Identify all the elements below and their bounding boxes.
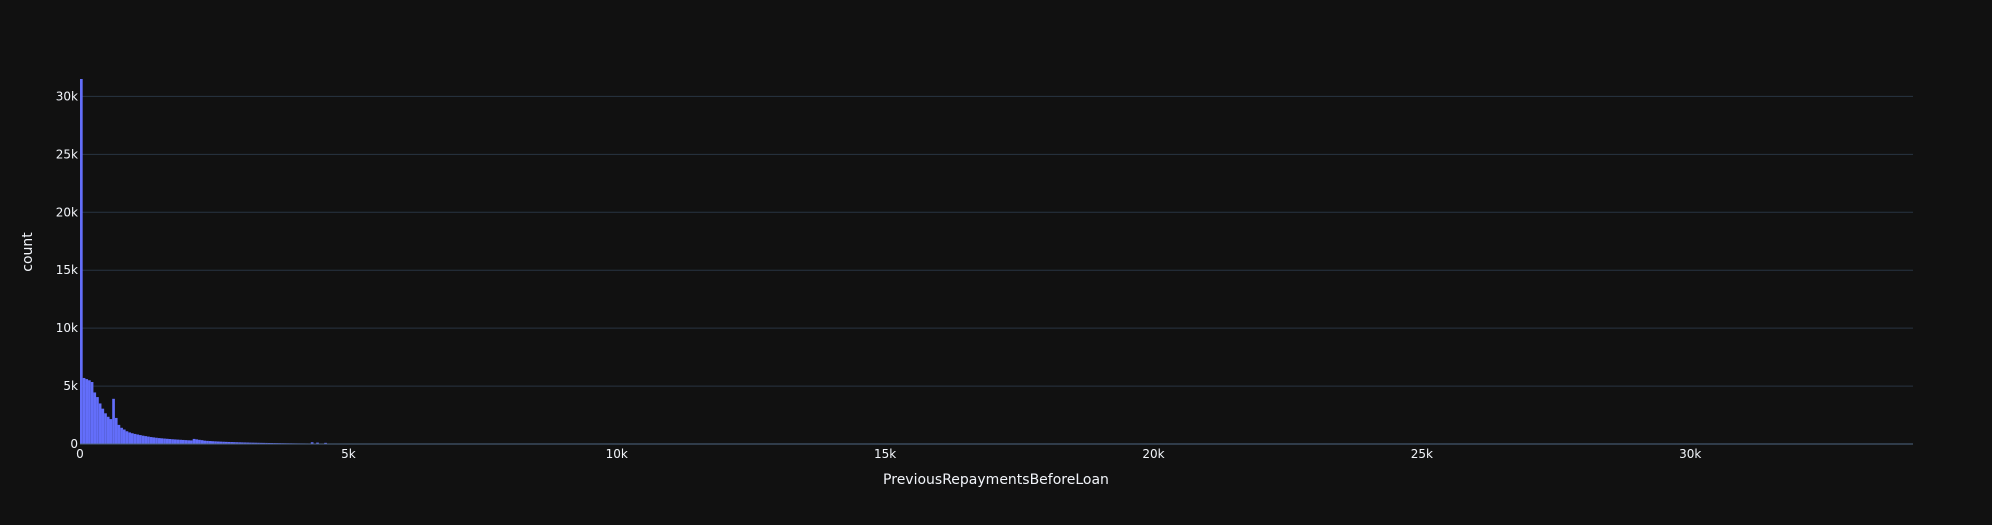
histogram-bar (104, 413, 107, 444)
histogram-bar (149, 437, 153, 444)
x-tick-label: 20k (1142, 447, 1164, 461)
histogram-bar (254, 442, 258, 444)
histogram-bar (171, 439, 174, 444)
y-axis-title: count (20, 232, 36, 272)
histogram-bar (80, 79, 83, 444)
y-tick-label: 20k (56, 205, 78, 219)
histogram-bar (310, 442, 314, 444)
y-tick-label: 25k (56, 147, 78, 161)
histogram-bar (324, 442, 327, 444)
histogram-bar (232, 442, 236, 444)
histogram-bar (155, 437, 158, 444)
histogram-bar (222, 441, 225, 444)
histogram-bar (101, 408, 105, 444)
histogram-bar (109, 419, 113, 444)
histogram-bar (120, 427, 123, 444)
histogram-bar (106, 416, 110, 444)
y-tick-label: 10k (56, 321, 78, 335)
histogram-bar (163, 438, 166, 444)
histogram-bar (206, 440, 209, 444)
histogram-bar (224, 441, 228, 444)
histogram-bar (82, 377, 86, 444)
histogram-bar (112, 398, 115, 444)
x-tick-label: 0 (76, 447, 84, 461)
histogram-bar (190, 440, 193, 444)
x-tick-label: 5k (341, 447, 356, 461)
y-gridlines (80, 95, 1913, 387)
histogram-bar (187, 440, 191, 444)
x-axis-title: PreviousRepaymentsBeforeLoan (883, 472, 1109, 488)
histogram-bar (136, 434, 140, 444)
histogram-bar (216, 441, 220, 444)
histogram-bar (168, 439, 172, 444)
histogram-bar (227, 441, 231, 444)
histogram-bar (96, 397, 99, 444)
histogram-bar (160, 438, 164, 444)
y-tick-labels: 0 5k 10k 15k 20k 25k 30k (56, 89, 78, 451)
histogram-bar (122, 429, 126, 444)
histogram-bar (98, 403, 102, 444)
histogram-bar (243, 442, 247, 444)
histogram-bar (90, 382, 94, 444)
histogram-bar (133, 433, 137, 444)
histogram-bar (265, 442, 268, 444)
histogram-bar (128, 432, 131, 444)
histogram-bar (198, 439, 201, 444)
histogram-bar (316, 442, 319, 444)
histogram-bar (141, 435, 145, 444)
histogram-bar (192, 438, 196, 444)
x-tick-label: 30k (1679, 447, 1701, 461)
histogram-bar (246, 442, 250, 444)
y-tick-label: 30k (56, 89, 78, 103)
histogram-bar (173, 439, 177, 444)
histogram-bar (267, 442, 271, 444)
histogram-bar (157, 438, 161, 444)
histogram-bar (114, 417, 118, 444)
histogram-bar (179, 439, 182, 444)
histogram-bar (88, 380, 91, 444)
y-tick-label: 15k (56, 263, 78, 277)
x-tick-label: 25k (1411, 447, 1433, 461)
histogram-bar (130, 433, 134, 444)
histogram-bar (152, 437, 156, 444)
histogram-bar (241, 442, 244, 444)
x-tick-labels: 0 5k 10k 15k 20k 25k 30k (76, 447, 1701, 461)
histogram-bar (181, 439, 185, 444)
histogram-bar (230, 442, 233, 444)
histogram-bar (125, 431, 129, 444)
histogram-bar (211, 441, 215, 444)
histogram-bar (200, 440, 204, 444)
histogram-bar (262, 442, 266, 444)
y-tick-label: 0 (70, 437, 78, 451)
histogram-bar (203, 440, 207, 444)
y-tick-label: 5k (63, 379, 78, 393)
histogram-bar (257, 442, 260, 444)
histogram-bar (165, 438, 169, 444)
histogram-bar (249, 442, 252, 444)
histogram-bar (117, 424, 121, 444)
histogram-bar (208, 441, 212, 444)
histogram-bar (214, 441, 217, 444)
histogram-bar (93, 392, 97, 444)
histogram-bar (144, 436, 148, 444)
histogram-bar (147, 436, 150, 444)
histogram-bar (195, 439, 199, 444)
histogram-bars (80, 79, 888, 445)
x-tick-label: 10k (606, 447, 628, 461)
histogram-bar (176, 439, 180, 444)
histogram-bar (219, 441, 223, 444)
histogram-bar (235, 442, 239, 444)
histogram-bar (251, 442, 255, 444)
histogram-bar (139, 435, 142, 444)
histogram-bar (184, 440, 188, 444)
histogram-bar (259, 442, 263, 444)
x-tick-label: 15k (874, 447, 896, 461)
histogram-bar (238, 442, 242, 444)
histogram-bar (85, 379, 89, 444)
